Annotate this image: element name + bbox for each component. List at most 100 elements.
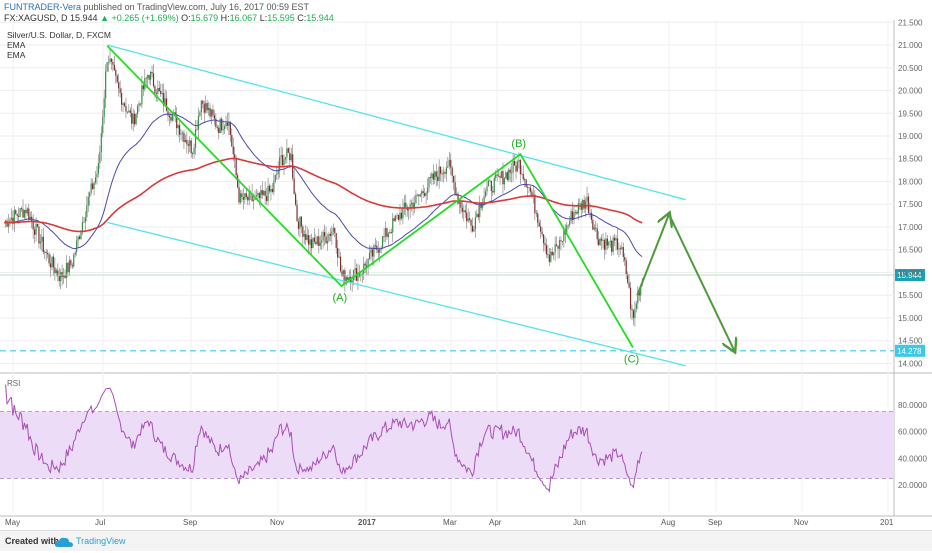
candle-body [561, 241, 563, 242]
candle-body [126, 111, 128, 113]
candle-body [148, 75, 150, 80]
candle-body [625, 260, 627, 275]
price-tick-label: 18.500 [898, 155, 923, 164]
candle-body [471, 225, 474, 232]
candle-body [134, 113, 136, 125]
time-tick-label: Apr [489, 518, 502, 527]
candle-body [212, 109, 214, 116]
candle-body [305, 233, 307, 240]
candle-body [216, 127, 218, 128]
candle-body [518, 160, 520, 162]
price-tick-label: 16.000 [898, 268, 923, 277]
candle-body [434, 171, 436, 180]
legend-ema-1[interactable]: EMA [7, 40, 26, 50]
candle-body [513, 161, 516, 166]
candle-body [390, 231, 392, 233]
candle-body [100, 133, 102, 152]
candle-body [395, 215, 397, 221]
candle-body [242, 197, 244, 200]
candle-body [290, 154, 292, 161]
candle-body [83, 222, 85, 224]
tradingview-cloud-icon[interactable] [54, 535, 74, 553]
candle-body [326, 240, 329, 244]
candle-body [109, 58, 111, 62]
candle-body [329, 233, 331, 236]
author-name[interactable]: FUNTRADER-Vera [4, 2, 82, 12]
candle-body [570, 211, 572, 222]
time-tick-label: Mar [443, 518, 457, 527]
candle-body [181, 132, 184, 134]
candle-body [482, 203, 484, 208]
candle-body [444, 172, 446, 174]
candle-body [354, 268, 356, 271]
candle-body [352, 270, 355, 281]
candle-body [80, 231, 82, 239]
candle-body [619, 248, 621, 250]
candle-body [165, 98, 168, 112]
candle-body [194, 129, 197, 148]
candle-body [339, 256, 342, 272]
chart-canvas[interactable]: 14.278 15.944 (A) (B) (C) 21.500 21.000 20.500… [0, 0, 932, 530]
tradingview-brand[interactable]: TradingView [76, 536, 126, 546]
candle-body [429, 177, 432, 178]
candle-body [142, 85, 144, 90]
candle-body [445, 167, 447, 174]
candle-body [149, 72, 152, 80]
candle-body [277, 169, 279, 175]
candle-body [544, 243, 546, 246]
candle-body [368, 252, 371, 259]
candle-body [376, 245, 378, 250]
candle-body [219, 118, 221, 134]
candle-body [538, 222, 540, 227]
candle-body [138, 103, 140, 106]
candle-body [470, 219, 472, 226]
candle-body [67, 262, 69, 273]
candle-body [35, 223, 37, 235]
candle-body [155, 92, 157, 94]
candle-body [84, 217, 86, 223]
candle-body [366, 265, 368, 268]
candle-body [460, 202, 462, 208]
candle-body [193, 147, 195, 154]
candle-body [487, 180, 490, 187]
candle-body [374, 245, 376, 247]
candle-body [116, 75, 118, 83]
time-tick-label: May [5, 518, 20, 527]
candle-body [160, 90, 162, 95]
candle-body [229, 122, 231, 136]
candle-body [477, 213, 479, 218]
candle-body [437, 176, 439, 181]
candle-body [218, 127, 220, 134]
candle-body [319, 242, 321, 246]
candle-body [334, 228, 336, 234]
candle-body [364, 263, 366, 266]
candle-body [480, 203, 482, 208]
candle-body [508, 169, 510, 180]
candle-body [599, 238, 601, 245]
candle-body [500, 171, 503, 178]
candle-body [39, 241, 41, 244]
candle-body [22, 209, 24, 218]
candle-body [419, 194, 421, 197]
candle-body [315, 241, 317, 245]
legend-ema-2[interactable]: EMA [7, 50, 26, 60]
candle-body [197, 115, 200, 130]
candle-body [453, 175, 455, 183]
high-value: 16.067 [229, 13, 258, 23]
candle-body [586, 196, 588, 202]
candle-body [205, 103, 207, 113]
candle-body [158, 87, 160, 91]
legend-title[interactable]: Silver/U.S. Dollar, D, FXCM [7, 30, 111, 40]
candle-body [33, 229, 36, 235]
candle-body [541, 231, 543, 235]
candle-body [526, 187, 529, 188]
candle-body [276, 174, 278, 175]
candle-body [524, 179, 526, 181]
candle-body [107, 61, 110, 63]
candle-body [596, 228, 598, 240]
candle-body [495, 174, 497, 178]
candle-body [598, 239, 600, 245]
price-tick-label: 19.500 [898, 109, 923, 118]
candle-body [296, 204, 298, 222]
candle-body [492, 191, 494, 193]
